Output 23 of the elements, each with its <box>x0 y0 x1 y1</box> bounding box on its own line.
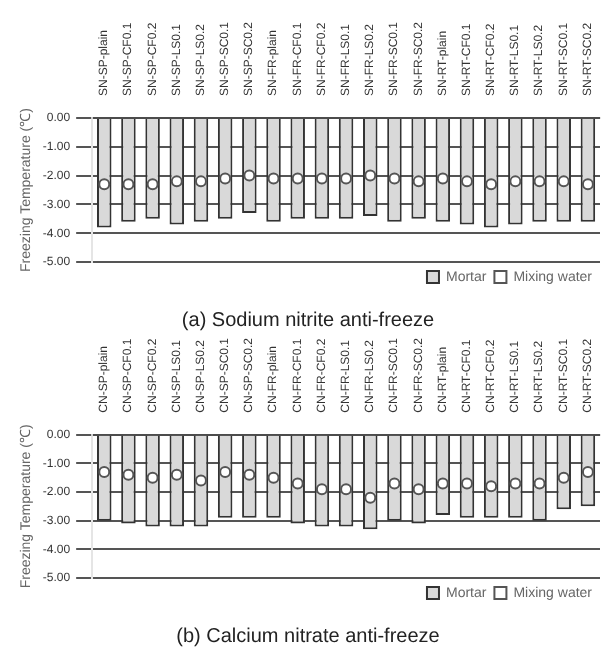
point <box>146 471 159 484</box>
point <box>557 471 570 484</box>
point <box>243 468 256 481</box>
point <box>364 491 377 504</box>
point <box>533 477 546 490</box>
point <box>219 465 232 478</box>
point <box>98 465 111 478</box>
point <box>122 468 135 481</box>
point <box>291 477 304 490</box>
point <box>412 483 425 496</box>
point <box>388 477 401 490</box>
text: (a) Sodium nitrite anti-freeze <box>181 309 436 332</box>
point <box>194 474 207 487</box>
point <box>267 471 280 484</box>
point <box>315 483 328 496</box>
point <box>485 480 498 493</box>
point <box>509 477 522 490</box>
point <box>460 477 473 490</box>
text: (b) Calcium nitrate anti-freeze <box>176 625 441 648</box>
point <box>170 468 183 481</box>
point <box>340 483 353 496</box>
point <box>581 465 594 478</box>
point <box>436 477 449 490</box>
